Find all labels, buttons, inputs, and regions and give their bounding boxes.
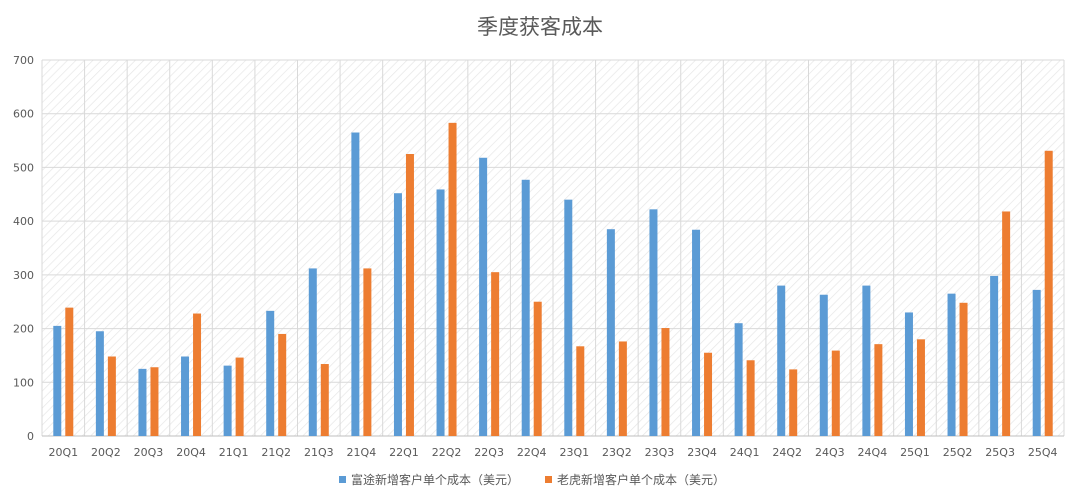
x-tick-label: 23Q1 bbox=[559, 446, 589, 459]
x-tick-label: 21Q4 bbox=[347, 446, 377, 459]
bar-series-2-21Q1 bbox=[235, 357, 244, 436]
bar-series-1-23Q3 bbox=[649, 209, 658, 436]
bar-series-2-23Q2 bbox=[618, 341, 627, 436]
bar-series-1-22Q1 bbox=[393, 193, 402, 436]
bar-series-2-22Q4 bbox=[533, 301, 542, 436]
bar-series-1-23Q2 bbox=[606, 229, 615, 436]
bar-series-1-22Q2 bbox=[436, 189, 445, 436]
bar-series-2-21Q4 bbox=[363, 268, 372, 436]
bar-series-2-23Q4 bbox=[704, 352, 713, 436]
x-tick-label: 24Q2 bbox=[772, 446, 802, 459]
y-tick-label: 300 bbox=[13, 269, 34, 282]
bars bbox=[53, 122, 1053, 437]
x-tick-label: 25Q3 bbox=[985, 446, 1015, 459]
x-tick-label: 20Q3 bbox=[134, 446, 164, 459]
bar-series-2-22Q3 bbox=[491, 272, 500, 436]
bar-series-2-20Q4 bbox=[193, 313, 202, 436]
bar-series-2-23Q1 bbox=[576, 346, 585, 436]
y-tick-label: 700 bbox=[13, 54, 34, 67]
bar-series-1-25Q3 bbox=[990, 275, 999, 436]
x-tick-label: 22Q2 bbox=[432, 446, 462, 459]
x-tick-label: 20Q1 bbox=[48, 446, 78, 459]
bar-series-1-22Q4 bbox=[521, 179, 530, 437]
bar-series-2-22Q1 bbox=[405, 154, 414, 436]
x-tick-label: 23Q3 bbox=[645, 446, 675, 459]
bar-series-1-21Q4 bbox=[351, 132, 360, 436]
bar-series-1-24Q1 bbox=[734, 323, 743, 436]
x-tick-label: 22Q1 bbox=[389, 446, 419, 459]
legend: 富途新增客户单个成本（美元） 老虎新增客户单个成本（美元） bbox=[339, 472, 725, 487]
bar-series-2-20Q3 bbox=[150, 367, 159, 436]
bar-series-1-25Q4 bbox=[1032, 289, 1041, 436]
x-tick-label: 20Q4 bbox=[176, 446, 206, 459]
bar-series-2-22Q2 bbox=[448, 122, 457, 437]
bar-series-2-25Q4 bbox=[1044, 150, 1053, 436]
legend-label-1: 富途新增客户单个成本（美元） bbox=[351, 472, 519, 487]
bar-series-2-24Q2 bbox=[789, 369, 798, 436]
bar-series-1-21Q1 bbox=[223, 365, 232, 436]
legend-label-2: 老虎新增客户单个成本（美元） bbox=[557, 472, 725, 487]
x-tick-label: 25Q2 bbox=[943, 446, 973, 459]
axes: 0 100 200 300 400 500 600 700 20Q1 20Q2 20Q3 20Q4 21… bbox=[13, 54, 1064, 459]
bar-series-1-24Q3 bbox=[819, 294, 828, 436]
bar-series-1-21Q3 bbox=[308, 268, 317, 436]
x-tick-label: 20Q2 bbox=[91, 446, 121, 459]
x-tick-label: 23Q4 bbox=[687, 446, 717, 459]
x-tick-label: 24Q4 bbox=[858, 446, 888, 459]
y-tick-label: 400 bbox=[13, 215, 34, 228]
bar-series-1-21Q2 bbox=[266, 310, 275, 436]
bar-series-1-25Q1 bbox=[904, 312, 913, 436]
y-tick-label: 600 bbox=[13, 108, 34, 121]
bar-series-1-20Q2 bbox=[95, 331, 104, 436]
bar-series-2-25Q1 bbox=[916, 339, 925, 436]
bar-series-2-24Q4 bbox=[874, 344, 883, 436]
x-tick-label: 24Q3 bbox=[815, 446, 845, 459]
x-tick-label: 22Q3 bbox=[474, 446, 504, 459]
x-tick-label: 23Q2 bbox=[602, 446, 632, 459]
bar-series-1-25Q2 bbox=[947, 293, 956, 436]
bar-series-2-23Q3 bbox=[661, 328, 670, 436]
bar-series-1-20Q4 bbox=[181, 356, 190, 436]
bar-series-2-21Q3 bbox=[320, 364, 329, 436]
y-tick-label: 200 bbox=[13, 323, 34, 336]
x-tick-label: 24Q1 bbox=[730, 446, 760, 459]
bar-series-1-20Q1 bbox=[53, 325, 62, 436]
chart-title: 季度获客成本 bbox=[477, 15, 603, 39]
bar-series-1-24Q2 bbox=[777, 285, 786, 436]
x-tick-label: 21Q2 bbox=[261, 446, 291, 459]
x-tick-label: 22Q4 bbox=[517, 446, 547, 459]
bar-series-1-23Q4 bbox=[692, 229, 701, 436]
gridlines bbox=[41, 59, 1065, 437]
bar-series-1-24Q4 bbox=[862, 285, 871, 436]
bar-series-2-20Q2 bbox=[107, 356, 116, 436]
y-tick-label: 500 bbox=[13, 161, 34, 174]
x-tick-label: 25Q4 bbox=[1028, 446, 1058, 459]
x-tick-label: 21Q3 bbox=[304, 446, 334, 459]
bar-series-2-24Q3 bbox=[831, 350, 840, 436]
legend-swatch-2 bbox=[545, 476, 552, 483]
bar-series-1-23Q1 bbox=[564, 199, 573, 436]
bar-series-2-25Q2 bbox=[959, 302, 968, 436]
x-tick-label: 25Q1 bbox=[900, 446, 930, 459]
bar-series-1-20Q3 bbox=[138, 368, 147, 436]
y-tick-label: 0 bbox=[27, 430, 34, 443]
bar-series-1-22Q3 bbox=[479, 157, 488, 436]
bar-series-2-20Q1 bbox=[65, 307, 74, 436]
bar-series-2-21Q2 bbox=[278, 333, 287, 436]
bar-series-2-24Q1 bbox=[746, 360, 755, 436]
legend-swatch-1 bbox=[339, 476, 346, 483]
y-tick-label: 100 bbox=[13, 376, 34, 389]
x-tick-label: 21Q1 bbox=[219, 446, 249, 459]
bar-series-2-25Q3 bbox=[1002, 211, 1011, 436]
